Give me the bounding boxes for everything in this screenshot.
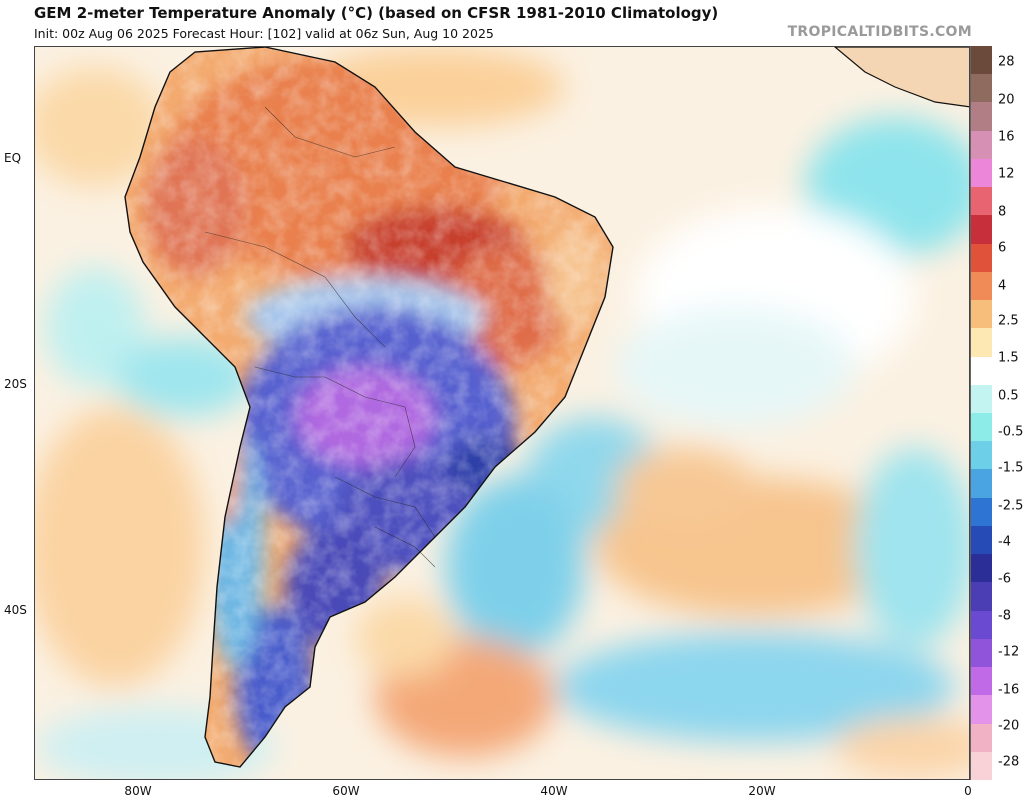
colorbar-tick-label: 1.5	[998, 350, 1019, 366]
map-subtitle: Init: 00z Aug 06 2025 Forecast Hour: [10…	[34, 26, 494, 41]
colorbar-segment	[970, 102, 992, 132]
colorbar-tick-label: -12	[998, 644, 1020, 660]
colorbar-tick-label: -8	[998, 608, 1011, 624]
ocean-anomaly-patches	[35, 47, 969, 779]
colorbar-tick-label: 20	[998, 92, 1015, 108]
colorbar-tick-label: 16	[998, 129, 1015, 145]
x-label-40w: 40W	[540, 784, 568, 798]
colorbar-segment	[970, 413, 992, 442]
y-label-20s: 20S	[4, 377, 27, 391]
x-label-0: 0	[964, 784, 972, 798]
colorbar-tick-label: -6	[998, 571, 1011, 587]
colorbar-segment	[970, 215, 992, 245]
colorbar	[970, 46, 992, 781]
colorbar-segment	[970, 525, 992, 555]
colorbar-segment	[970, 74, 992, 103]
colorbar-tick-label: -1.5	[998, 460, 1024, 476]
anomaly-map-svg	[35, 47, 969, 779]
colorbar-segment	[970, 497, 992, 527]
colorbar-tick-label: 12	[998, 166, 1015, 182]
colorbar-segment	[970, 554, 992, 583]
colorbar-segment	[970, 638, 992, 668]
colorbar-segment	[970, 723, 992, 753]
y-label-40s: 40S	[4, 603, 27, 617]
colorbar-tick-label: 2.5	[998, 313, 1019, 329]
colorbar-segment	[970, 300, 992, 329]
colorbar-tick-label: 0.5	[998, 388, 1019, 404]
colorbar-segment	[970, 384, 992, 414]
colorbar-segment	[970, 610, 992, 640]
colorbar-tick-label: 28	[998, 54, 1015, 70]
colorbar-segment	[970, 695, 992, 725]
colorbar-tick-label: -16	[998, 682, 1020, 698]
colorbar-tick-label: -28	[998, 754, 1020, 770]
x-label-80w: 80W	[124, 784, 152, 798]
map-title: GEM 2-meter Temperature Anomaly (°C) (ba…	[34, 4, 719, 22]
colorbar-tick-label: 4	[998, 278, 1007, 294]
colorbar-segment	[970, 158, 992, 188]
colorbar-tick-label: -2.5	[998, 498, 1024, 514]
x-label-20w: 20W	[748, 784, 776, 798]
colorbar-tick-label: -4	[998, 534, 1011, 550]
country-borders	[204, 106, 436, 568]
colorbar-segment	[970, 187, 992, 216]
colorbar-segment	[970, 243, 992, 273]
colorbar-segment	[970, 441, 992, 470]
colorbar-segment	[970, 469, 992, 499]
colorbar-tick-label: 6	[998, 240, 1007, 256]
x-label-60w: 60W	[332, 784, 360, 798]
colorbar-tick-label: -20	[998, 718, 1020, 734]
colorbar-segment	[970, 356, 992, 386]
colorbar-segment	[970, 751, 992, 781]
colorbar-tick-label: -0.5	[998, 424, 1024, 440]
colorbar-segment	[970, 328, 992, 358]
colorbar-segment	[970, 667, 992, 696]
y-label-eq: EQ	[4, 151, 22, 165]
colorbar-tick-label: 8	[998, 204, 1007, 220]
anomaly-map	[34, 46, 970, 780]
colorbar-segment	[970, 271, 992, 301]
colorbar-segment	[970, 130, 992, 160]
colorbar-segment	[970, 582, 992, 612]
colorbar-segment	[970, 46, 992, 75]
west-africa-coast	[834, 47, 969, 108]
credit-text: TROPICALTIDBITS.COM	[787, 24, 972, 40]
